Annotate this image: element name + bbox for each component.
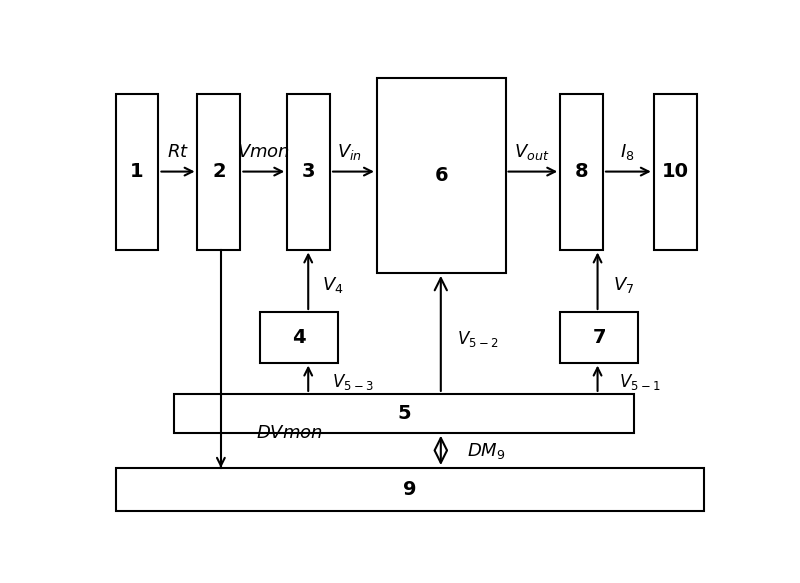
- Text: 7: 7: [592, 328, 606, 347]
- Text: $V_4$: $V_4$: [322, 275, 344, 294]
- Text: $I_8$: $I_8$: [620, 142, 634, 162]
- Bar: [198, 94, 240, 250]
- Text: $V_{5-3}$: $V_{5-3}$: [333, 372, 374, 392]
- Text: 2: 2: [212, 162, 226, 181]
- Text: 6: 6: [434, 166, 448, 185]
- Text: 9: 9: [403, 480, 417, 499]
- Text: $DM_9$: $DM_9$: [466, 441, 505, 461]
- Text: $Rt$: $Rt$: [167, 143, 189, 161]
- Text: $V_{out}$: $V_{out}$: [514, 142, 550, 162]
- Bar: [115, 468, 705, 511]
- Text: $DVmon$: $DVmon$: [256, 424, 323, 442]
- Text: $V_{5-1}$: $V_{5-1}$: [618, 372, 660, 392]
- Text: 10: 10: [662, 162, 689, 181]
- Text: $V_7$: $V_7$: [613, 275, 634, 294]
- Bar: [115, 94, 158, 250]
- Bar: [654, 94, 697, 250]
- Text: $V_{5-2}$: $V_{5-2}$: [457, 329, 498, 349]
- Bar: [377, 78, 506, 273]
- Text: $Vmon$: $Vmon$: [238, 143, 290, 161]
- Bar: [560, 312, 638, 363]
- Text: 8: 8: [574, 162, 588, 181]
- Text: 1: 1: [130, 162, 144, 181]
- Bar: [260, 312, 338, 363]
- Bar: [560, 94, 603, 250]
- Bar: [287, 94, 330, 250]
- Bar: [174, 394, 634, 433]
- Text: 3: 3: [302, 162, 315, 181]
- Text: 4: 4: [292, 328, 306, 347]
- Text: $V_{in}$: $V_{in}$: [337, 142, 362, 162]
- Text: 5: 5: [398, 404, 411, 423]
